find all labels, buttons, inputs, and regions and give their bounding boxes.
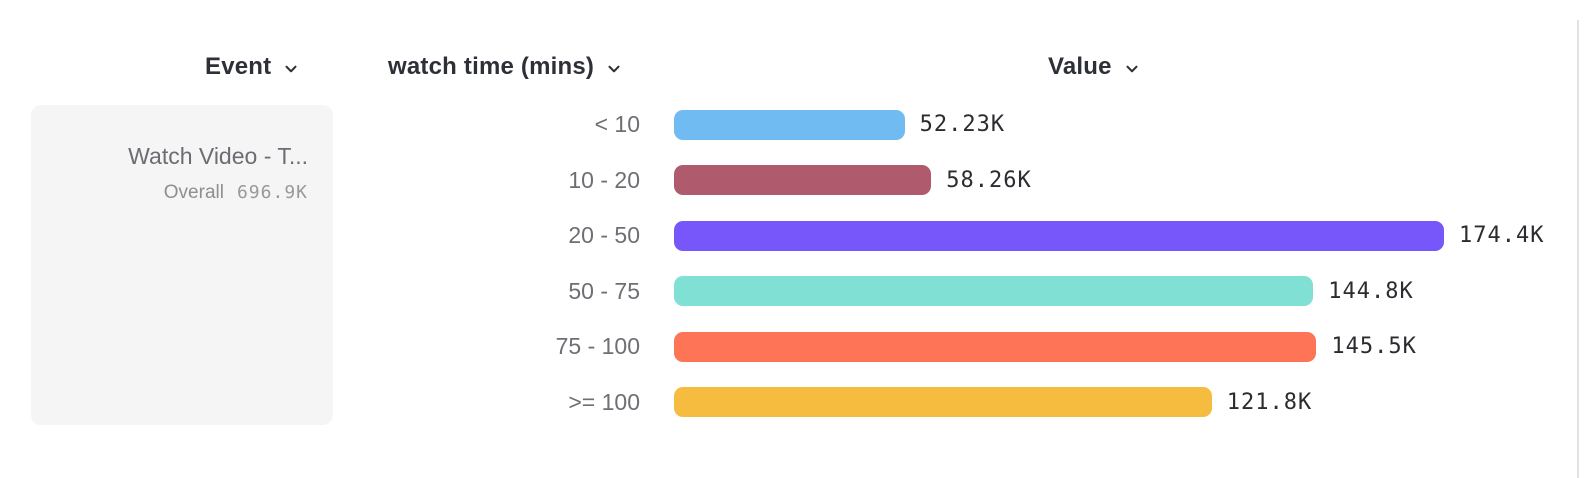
value-bar[interactable] (674, 331, 1317, 362)
event-column-label: Event (205, 53, 272, 80)
value-column-header[interactable]: Value (1048, 53, 1140, 81)
chart-row: 20 - 50 174.4K (0, 208, 1584, 264)
chevron-down-icon (283, 61, 299, 77)
value-bar[interactable] (674, 220, 1444, 251)
value-label: 52.23K (919, 112, 1006, 138)
event-column-header[interactable]: Event (205, 53, 299, 81)
bucket-label: 75 - 100 (555, 333, 640, 360)
event-card-overall-row: Overall 696.9K (164, 182, 308, 204)
bar-track: 121.8K (674, 387, 1444, 418)
value-bar[interactable] (674, 276, 1314, 307)
breakdown-column-label: watch time (mins) (388, 53, 595, 80)
value-label: 121.8K (1226, 389, 1313, 415)
bucket-label: 10 - 20 (568, 166, 640, 193)
value-label: 145.5K (1331, 334, 1417, 360)
value-bar[interactable] (674, 109, 905, 140)
chart-row: 50 - 75 144.8K (0, 264, 1584, 320)
event-card[interactable]: Watch Video - T... Overall 696.9K (31, 105, 333, 425)
bar-track: 174.4K (674, 220, 1543, 251)
value-label: 144.8K (1328, 278, 1414, 304)
chart-row: 10 - 20 58.26K (0, 153, 1584, 209)
value-label: 174.4K (1459, 223, 1545, 249)
panel-divider (1577, 20, 1579, 478)
chart-row: < 10 52.23K (0, 97, 1584, 153)
bar-track: 52.23K (674, 109, 1444, 140)
bar-track: 58.26K (674, 165, 1444, 196)
bucket-label: < 10 (594, 111, 640, 138)
value-label: 58.26K (946, 167, 1032, 193)
overall-label: Overall (163, 182, 224, 203)
value-bar[interactable] (674, 165, 932, 196)
overall-value: 696.9K (236, 182, 308, 203)
event-card-title: Watch Video - T... (128, 143, 308, 169)
chart-row: 75 - 100 145.5K (0, 319, 1584, 375)
breakdown-column-header[interactable]: watch time (mins) (388, 53, 622, 81)
chart-row: >= 100 121.8K (0, 375, 1584, 431)
chevron-down-icon (1124, 61, 1140, 77)
value-bar[interactable] (674, 387, 1212, 418)
bucket-label: >= 100 (568, 388, 640, 415)
bar-track: 145.5K (674, 331, 1444, 362)
bar-chart: < 10 52.23K 10 - 20 58.26K 20 - 50 174.4K 50 -… (0, 97, 1584, 430)
bar-track: 144.8K (674, 276, 1444, 307)
bucket-label: 20 - 50 (568, 222, 640, 249)
chevron-down-icon (606, 61, 622, 77)
value-column-label: Value (1048, 53, 1112, 80)
bucket-label: 50 - 75 (568, 277, 640, 304)
